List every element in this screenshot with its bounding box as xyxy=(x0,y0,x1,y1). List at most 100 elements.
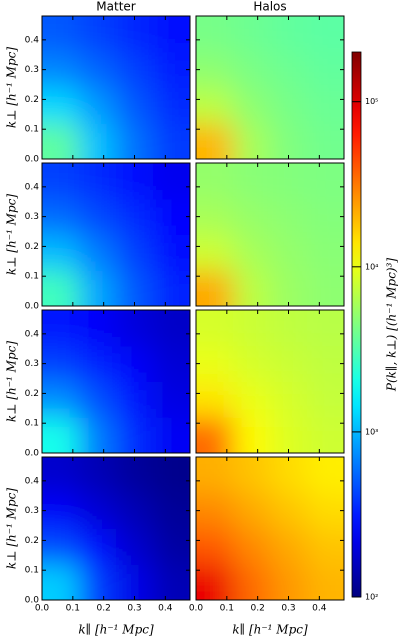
heatmap-cell xyxy=(79,270,117,306)
heatmap-cell xyxy=(233,528,271,565)
y-tick-label: 0.3 xyxy=(25,506,39,516)
x-tick-label: 0.4 xyxy=(312,604,327,614)
heatmap-cell xyxy=(233,234,271,271)
y-tick-label: 0.2 xyxy=(25,389,39,399)
heatmap-cell xyxy=(116,457,154,494)
heatmap-cell xyxy=(116,163,154,200)
x-tick-label: 0.0 xyxy=(35,604,50,614)
x-tick-label: 0.3 xyxy=(127,604,141,614)
heatmap-cells xyxy=(42,457,190,600)
y-axis-label: k⊥ [h⁻¹ Mpc] xyxy=(5,194,19,275)
heatmap-cell xyxy=(79,16,117,53)
heatmap-cells xyxy=(196,310,344,453)
heatmap-cell xyxy=(307,123,344,159)
heatmap-cell xyxy=(116,198,154,235)
heatmap-cell xyxy=(79,417,117,453)
y-axis-label: k⊥ [h⁻¹ Mpc] xyxy=(5,488,19,569)
heatmap-cell xyxy=(116,417,154,453)
heatmap-cell xyxy=(79,381,117,418)
heatmap-cell xyxy=(42,16,80,53)
heatmap-cell xyxy=(307,163,344,200)
x-axis-label: k∥ [h⁻¹ Mpc] xyxy=(78,623,154,637)
heatmap-cell xyxy=(79,234,117,271)
heatmap-cell xyxy=(233,381,271,418)
heatmap-cells xyxy=(42,163,190,306)
y-tick-label: 0.4 xyxy=(25,35,40,45)
heatmap-cell xyxy=(42,528,80,565)
x-tick-label: 0.2 xyxy=(251,604,265,614)
heatmap-cell xyxy=(270,381,308,418)
heatmap-cell xyxy=(233,492,271,529)
heatmap-panel xyxy=(196,16,344,159)
heatmap-cell xyxy=(116,123,154,159)
colorbar-tick-label: 10² xyxy=(365,593,378,602)
heatmap-cell xyxy=(79,528,117,565)
y-tick-label: 0.3 xyxy=(25,212,39,222)
heatmap-cell xyxy=(233,87,271,124)
heatmap-panel xyxy=(42,310,190,453)
heatmap-cell xyxy=(307,381,344,418)
heatmap-cell xyxy=(196,564,234,600)
heatmap-cell xyxy=(116,270,154,306)
panel-frame xyxy=(41,162,191,307)
colorbar-tick-label: 10⁴ xyxy=(365,262,378,271)
x-tick-label: 0.1 xyxy=(220,604,234,614)
heatmap-cell xyxy=(270,87,308,124)
x-tick-label: 0.1 xyxy=(66,604,80,614)
heatmap-cell xyxy=(42,123,80,159)
heatmap-cell xyxy=(153,163,190,200)
heatmap-cell xyxy=(270,51,308,88)
heatmap-cell xyxy=(307,564,344,600)
x-tick-label: 0.3 xyxy=(281,604,295,614)
heatmap-cell xyxy=(196,345,234,382)
heatmap-cell xyxy=(153,417,190,453)
heatmap-cell xyxy=(196,270,234,306)
heatmap-cell xyxy=(196,417,234,453)
heatmap-cell xyxy=(233,270,271,306)
heatmap-panel xyxy=(42,163,190,306)
column-title: Matter xyxy=(96,0,136,14)
y-tick-label: 0.4 xyxy=(25,329,40,339)
heatmap-cell xyxy=(42,87,80,124)
heatmap-cell xyxy=(196,16,234,53)
heatmap-cell xyxy=(42,457,80,494)
heatmap-cell xyxy=(79,123,117,159)
heatmap-cell xyxy=(116,51,154,88)
heatmap-cell xyxy=(116,564,154,600)
heatmap-cell xyxy=(116,16,154,53)
heatmap-cell xyxy=(270,16,308,53)
heatmap-cell xyxy=(196,381,234,418)
heatmap-cell xyxy=(233,310,271,347)
heatmap-cell xyxy=(153,457,190,494)
heatmap-cell xyxy=(42,234,80,271)
heatmap-cell xyxy=(270,492,308,529)
heatmap-cell xyxy=(79,198,117,235)
heatmap-panel xyxy=(196,163,344,306)
y-axis-label: k⊥ [h⁻¹ Mpc] xyxy=(5,341,19,422)
heatmap-cell xyxy=(196,492,234,529)
heatmap-cell xyxy=(42,310,80,347)
heatmap-cell xyxy=(153,381,190,418)
panel-frame xyxy=(41,309,191,454)
heatmap-cell xyxy=(153,345,190,382)
column-title: Halos xyxy=(253,0,286,14)
x-tick-label: 0.2 xyxy=(97,604,111,614)
heatmap-cell xyxy=(153,234,190,271)
heatmap-cell xyxy=(196,198,234,235)
heatmap-cell xyxy=(153,310,190,347)
heatmap-cell xyxy=(196,87,234,124)
colorbar-tick-label: 10⁵ xyxy=(365,97,378,106)
heatmap-cell xyxy=(307,51,344,88)
heatmap-cell xyxy=(307,528,344,565)
heatmap-panel xyxy=(196,457,344,600)
y-tick-label: 0.3 xyxy=(25,65,39,75)
heatmap-panel xyxy=(196,310,344,453)
heatmap-cell xyxy=(42,492,80,529)
y-tick-label: 0.4 xyxy=(25,182,40,192)
heatmap-cell xyxy=(270,345,308,382)
y-tick-label: 0.2 xyxy=(25,95,39,105)
heatmap-cell xyxy=(42,270,80,306)
heatmap-panel xyxy=(42,16,190,159)
heatmap-cell xyxy=(42,564,80,600)
x-tick-label: 0.0 xyxy=(189,604,204,614)
